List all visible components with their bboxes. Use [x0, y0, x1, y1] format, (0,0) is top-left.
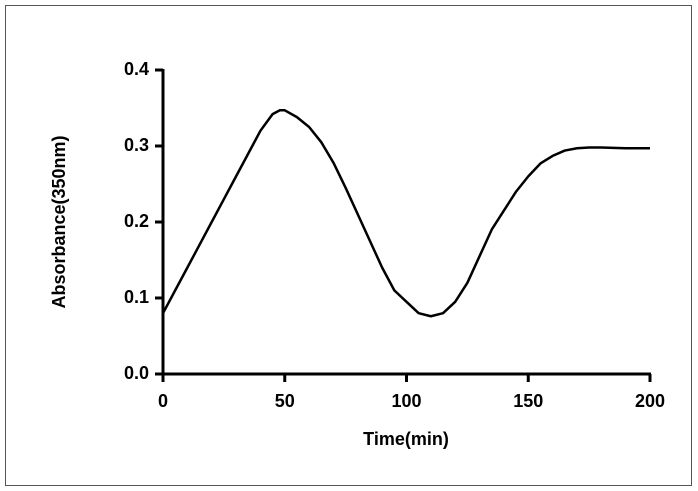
x-axis-label: Time(min): [363, 429, 449, 449]
y-tick-label: 0.0: [124, 363, 149, 383]
y-tick-label: 0.3: [124, 135, 149, 155]
y-tick-label: 0.1: [124, 287, 149, 307]
frame: [5, 5, 692, 486]
y-tick-label: 0.2: [124, 211, 149, 231]
y-tick-label: 0.4: [124, 59, 149, 79]
x-tick-label: 50: [275, 391, 295, 411]
x-tick-label: 150: [513, 391, 543, 411]
x-tick-label: 200: [635, 391, 665, 411]
x-tick-label: 100: [391, 391, 421, 411]
y-axis-label: Absorbance(350nm): [49, 135, 69, 308]
line-series: [161, 109, 650, 318]
x-tick-label: 0: [158, 391, 168, 411]
